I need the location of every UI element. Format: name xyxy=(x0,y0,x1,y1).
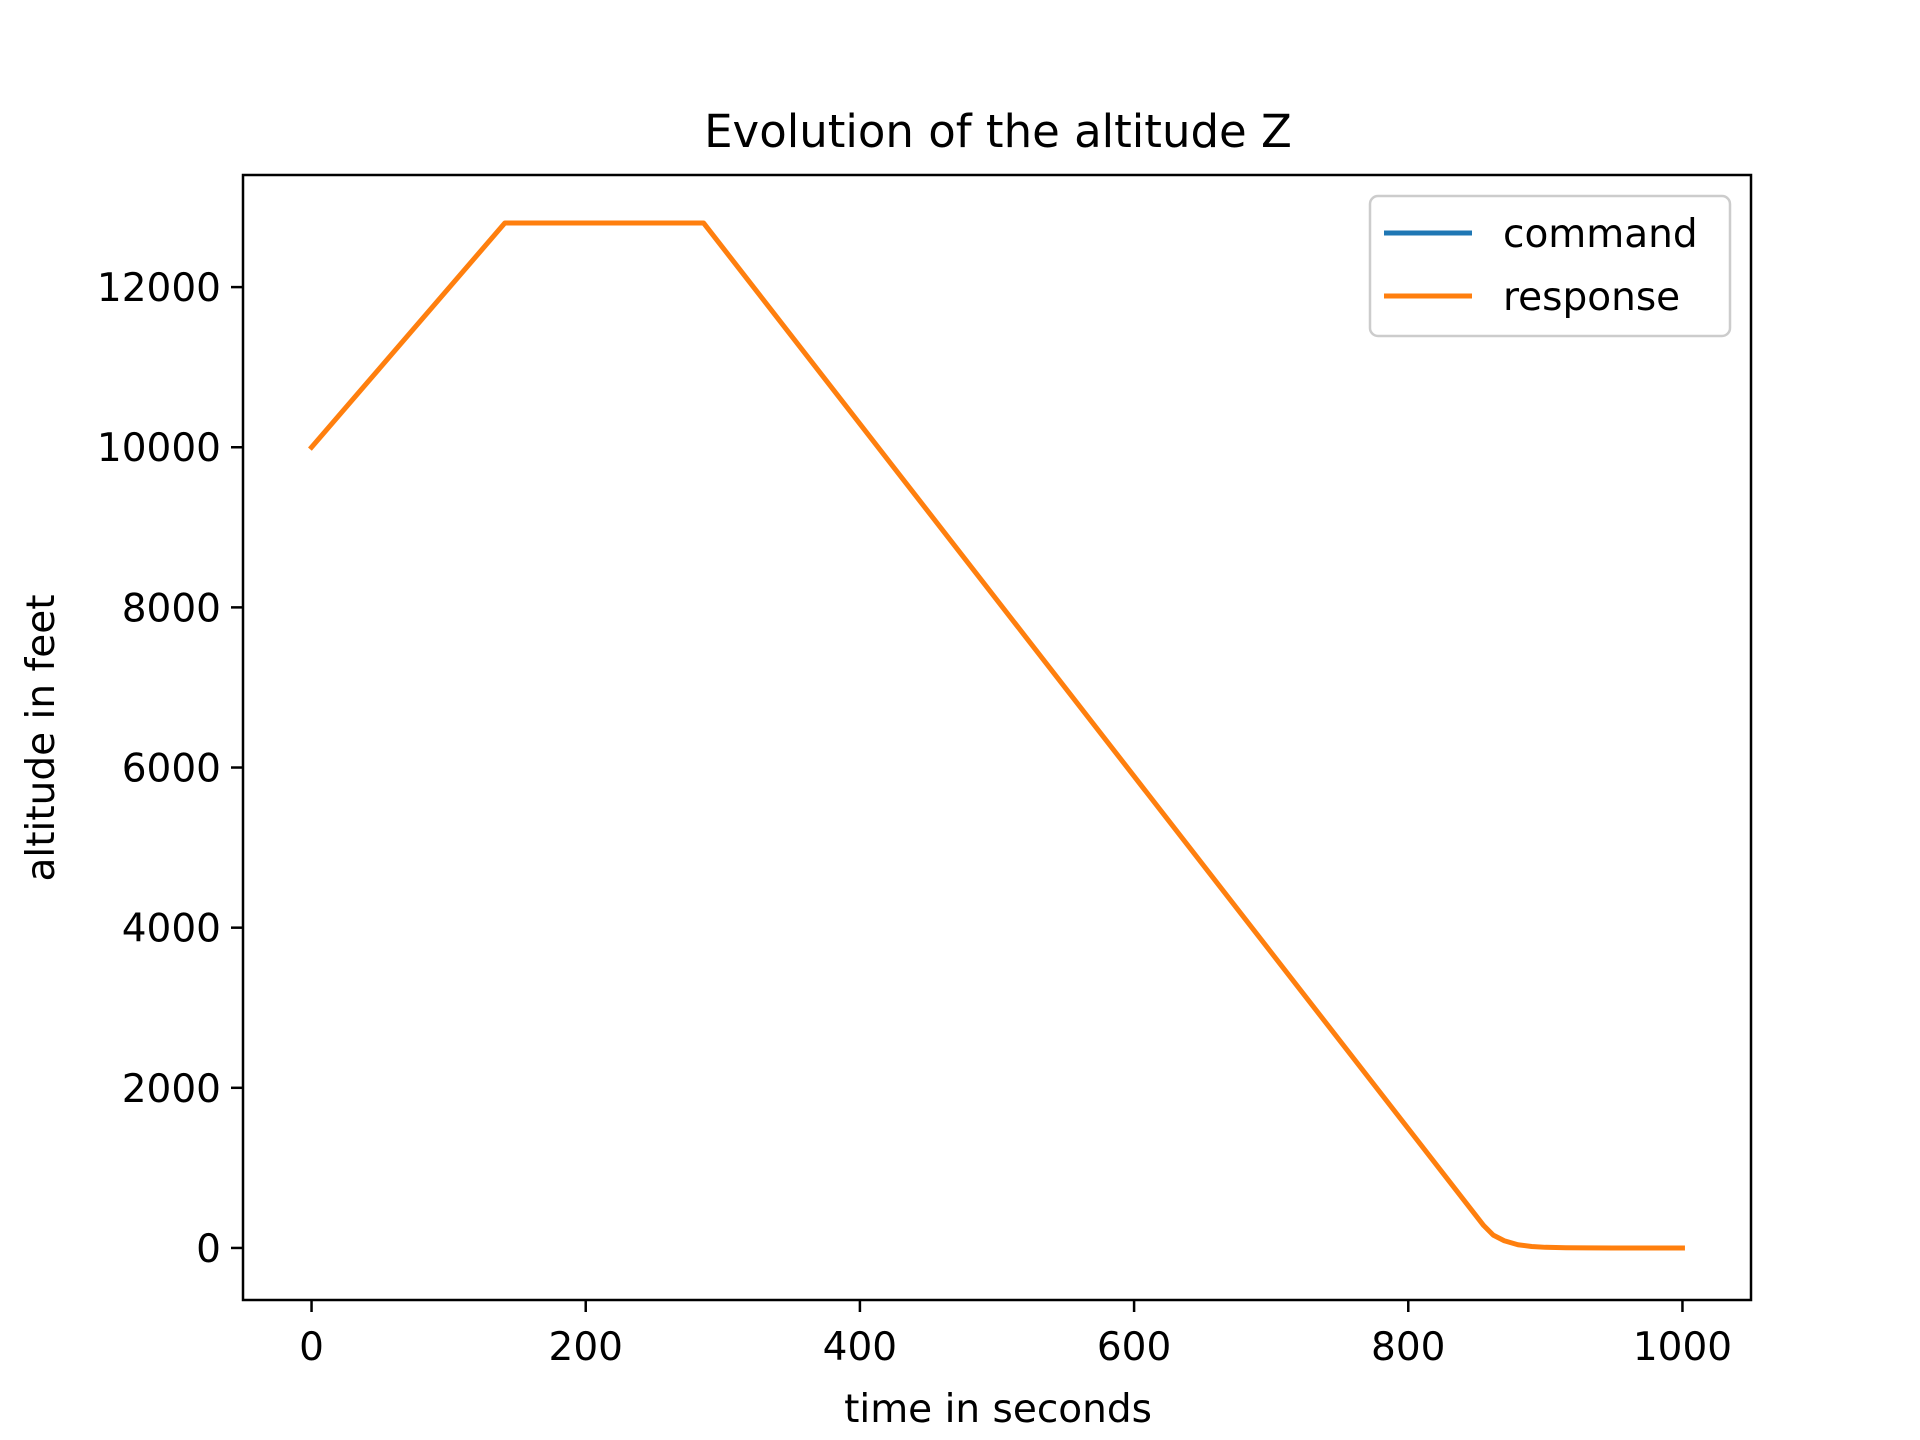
y-tick-label: 6000 xyxy=(122,747,221,792)
legend-label-command: command xyxy=(1503,212,1698,257)
y-tick-label: 8000 xyxy=(122,586,221,631)
x-tick-label: 1000 xyxy=(1633,1325,1732,1370)
plot-area-frame xyxy=(241,173,1753,1302)
x-axis-ticks: 0 200 400 600 800 1000 xyxy=(299,1300,1732,1370)
x-tick-label: 600 xyxy=(1097,1325,1171,1370)
x-tick-label: 0 xyxy=(299,1325,324,1370)
y-tick-label: 2000 xyxy=(122,1067,221,1112)
y-tick-label: 10000 xyxy=(97,426,221,471)
chart-title: Evolution of the altitude Z xyxy=(704,105,1292,158)
x-tick-label: 800 xyxy=(1371,1325,1445,1370)
y-axis-label: altitude in feet xyxy=(19,595,64,882)
legend-label-response: response xyxy=(1503,275,1680,320)
y-axis-ticks: 0 2000 4000 6000 8000 10000 12000 xyxy=(97,266,243,1272)
x-tick-label: 200 xyxy=(549,1325,623,1370)
y-tick-label: 12000 xyxy=(97,266,221,311)
x-axis-label: time in seconds xyxy=(844,1387,1152,1432)
legend: command response xyxy=(1368,194,1732,338)
y-tick-label: 4000 xyxy=(122,907,221,952)
x-tick-label: 400 xyxy=(823,1325,897,1370)
legend-entries: command response xyxy=(1384,212,1698,320)
series-line-response xyxy=(308,220,1685,1251)
series-layer xyxy=(308,220,1685,1251)
y-tick-label: 0 xyxy=(196,1227,221,1272)
